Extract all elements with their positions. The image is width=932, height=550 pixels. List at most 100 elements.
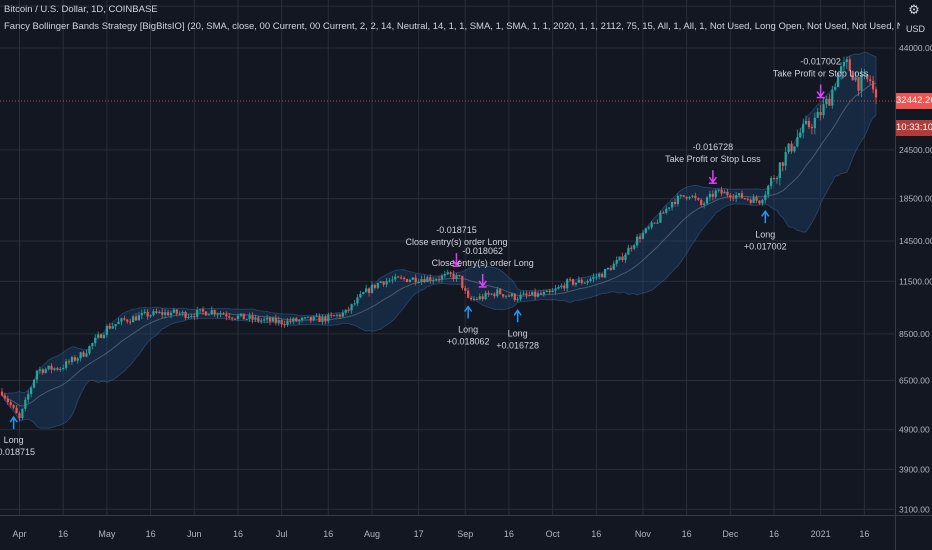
candle bbox=[796, 129, 799, 148]
candle bbox=[472, 296, 476, 302]
candle-body bbox=[137, 315, 141, 321]
candle-body bbox=[545, 290, 548, 293]
candle bbox=[123, 315, 126, 321]
candle-body bbox=[871, 80, 875, 90]
candle-body bbox=[490, 293, 493, 295]
long-arrowhead bbox=[464, 305, 473, 312]
long-arrowhead bbox=[761, 209, 770, 217]
candle-body bbox=[539, 293, 543, 295]
candle bbox=[746, 197, 749, 202]
candle-body bbox=[842, 61, 846, 67]
candle bbox=[732, 193, 735, 202]
candle-body bbox=[720, 189, 723, 194]
candle bbox=[402, 276, 406, 281]
candle-body bbox=[190, 316, 193, 318]
trade-value: +0.016728 bbox=[496, 340, 539, 350]
candle bbox=[181, 310, 184, 317]
candle bbox=[714, 188, 717, 200]
candle bbox=[6, 395, 9, 406]
candle bbox=[866, 74, 869, 83]
candle bbox=[338, 313, 342, 319]
candle-body bbox=[796, 137, 799, 147]
candle-body bbox=[149, 315, 152, 317]
long-entry-marker: Long +0.018062 bbox=[447, 305, 490, 347]
candle-body bbox=[201, 309, 205, 312]
candle-body bbox=[382, 281, 385, 285]
candle-body bbox=[184, 311, 187, 318]
candle-body bbox=[140, 313, 143, 316]
candle bbox=[15, 405, 18, 414]
candle bbox=[624, 252, 627, 264]
candle-body bbox=[848, 59, 851, 72]
candle bbox=[857, 76, 860, 97]
candle bbox=[484, 290, 487, 301]
trade-label: Long bbox=[4, 435, 24, 445]
candle-body bbox=[580, 279, 583, 284]
candle-body bbox=[845, 59, 848, 62]
candle bbox=[379, 280, 382, 284]
candle bbox=[164, 308, 167, 319]
time-tick-label: 16 bbox=[591, 529, 601, 539]
candle-body bbox=[638, 236, 642, 239]
candle bbox=[134, 312, 138, 321]
candle-body bbox=[6, 398, 9, 403]
time-tick-label: Nov bbox=[635, 529, 652, 539]
candle-body bbox=[633, 245, 636, 249]
candle-body bbox=[519, 294, 522, 300]
candle-body bbox=[286, 320, 289, 325]
candle bbox=[703, 201, 706, 209]
candle-body bbox=[303, 317, 307, 319]
candle-body bbox=[397, 276, 400, 278]
candle bbox=[499, 287, 502, 295]
candle-body bbox=[102, 334, 106, 338]
candle-body bbox=[583, 282, 586, 284]
candle bbox=[560, 283, 563, 289]
candle-body bbox=[429, 277, 432, 281]
exit-arrowhead bbox=[708, 176, 717, 184]
candle bbox=[705, 195, 709, 205]
study-legend[interactable]: Fancy Bollinger Bands Strategy [BigBitsI… bbox=[4, 21, 900, 32]
candle bbox=[18, 411, 21, 422]
candle bbox=[178, 311, 181, 316]
candle-body bbox=[624, 254, 627, 261]
candle bbox=[659, 210, 662, 224]
symbol-title: Bitcoin / U.S. Dollar, 1D, COINBASE bbox=[4, 4, 158, 15]
candle bbox=[758, 200, 761, 205]
candle bbox=[493, 292, 496, 299]
long-entry-marker: Long +0.016728 bbox=[496, 308, 539, 350]
candle bbox=[636, 234, 639, 248]
candle-body bbox=[216, 314, 219, 316]
trade-value: -0.018062 bbox=[462, 246, 503, 256]
candle-body bbox=[50, 365, 53, 370]
candle bbox=[397, 275, 400, 278]
candle-body bbox=[199, 309, 202, 311]
candle-body bbox=[158, 311, 161, 313]
trade-label: Long bbox=[508, 328, 528, 338]
candle-body bbox=[790, 143, 793, 152]
candle-body bbox=[62, 367, 65, 369]
candle bbox=[871, 75, 875, 94]
candle-body bbox=[834, 87, 837, 90]
candle-body bbox=[172, 309, 175, 313]
candle bbox=[333, 314, 336, 317]
candle-body bbox=[869, 79, 872, 81]
price-tick-label: 4900.00 bbox=[899, 425, 930, 435]
candle bbox=[860, 68, 863, 98]
candle bbox=[303, 316, 307, 320]
candle bbox=[816, 107, 819, 118]
candle-body bbox=[146, 311, 149, 317]
candle bbox=[175, 309, 178, 317]
candle bbox=[767, 184, 770, 198]
candle bbox=[67, 359, 71, 365]
candle bbox=[563, 282, 566, 291]
candle bbox=[239, 313, 242, 318]
candle bbox=[790, 140, 793, 154]
candle bbox=[76, 356, 79, 364]
gear-icon[interactable]: ⚙ bbox=[908, 3, 920, 18]
candle-body bbox=[335, 314, 339, 316]
candle-body bbox=[266, 317, 269, 320]
candle bbox=[510, 292, 513, 298]
candle-body bbox=[245, 318, 248, 320]
